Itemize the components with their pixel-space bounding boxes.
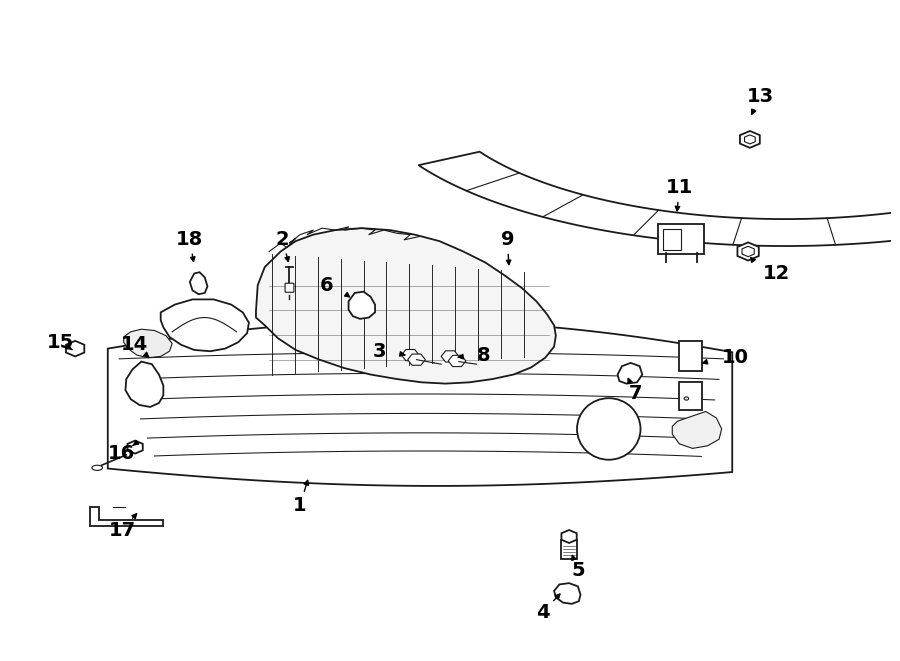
Text: 15: 15 xyxy=(47,332,74,352)
Text: 1: 1 xyxy=(293,496,307,515)
Text: 2: 2 xyxy=(275,230,289,249)
Polygon shape xyxy=(554,583,580,604)
Text: 10: 10 xyxy=(722,348,749,368)
Ellipse shape xyxy=(577,398,641,460)
Polygon shape xyxy=(90,507,164,526)
Text: 3: 3 xyxy=(373,342,386,361)
Text: 8: 8 xyxy=(476,346,491,365)
Text: 16: 16 xyxy=(108,444,136,463)
Text: 5: 5 xyxy=(572,561,585,580)
Polygon shape xyxy=(617,363,643,383)
Polygon shape xyxy=(125,362,164,407)
FancyBboxPatch shape xyxy=(561,540,577,559)
FancyBboxPatch shape xyxy=(658,224,704,254)
Polygon shape xyxy=(108,321,733,486)
Text: 7: 7 xyxy=(628,385,642,403)
Ellipse shape xyxy=(92,465,103,471)
FancyBboxPatch shape xyxy=(680,341,702,371)
Polygon shape xyxy=(672,411,722,448)
Text: 17: 17 xyxy=(108,520,136,539)
Text: 4: 4 xyxy=(536,603,549,622)
Text: 14: 14 xyxy=(121,335,148,354)
Polygon shape xyxy=(348,292,375,319)
FancyBboxPatch shape xyxy=(680,382,702,410)
Polygon shape xyxy=(418,152,900,246)
Polygon shape xyxy=(190,272,207,294)
Polygon shape xyxy=(256,228,556,383)
Text: 13: 13 xyxy=(747,87,774,106)
Ellipse shape xyxy=(684,397,688,400)
Polygon shape xyxy=(123,329,172,358)
Text: 9: 9 xyxy=(500,230,514,249)
Text: 11: 11 xyxy=(666,178,693,198)
Text: 12: 12 xyxy=(763,264,790,283)
FancyBboxPatch shape xyxy=(285,283,294,292)
Text: 18: 18 xyxy=(176,230,203,249)
Polygon shape xyxy=(161,299,249,351)
Text: 6: 6 xyxy=(320,276,334,295)
FancyBboxPatch shape xyxy=(663,229,681,250)
